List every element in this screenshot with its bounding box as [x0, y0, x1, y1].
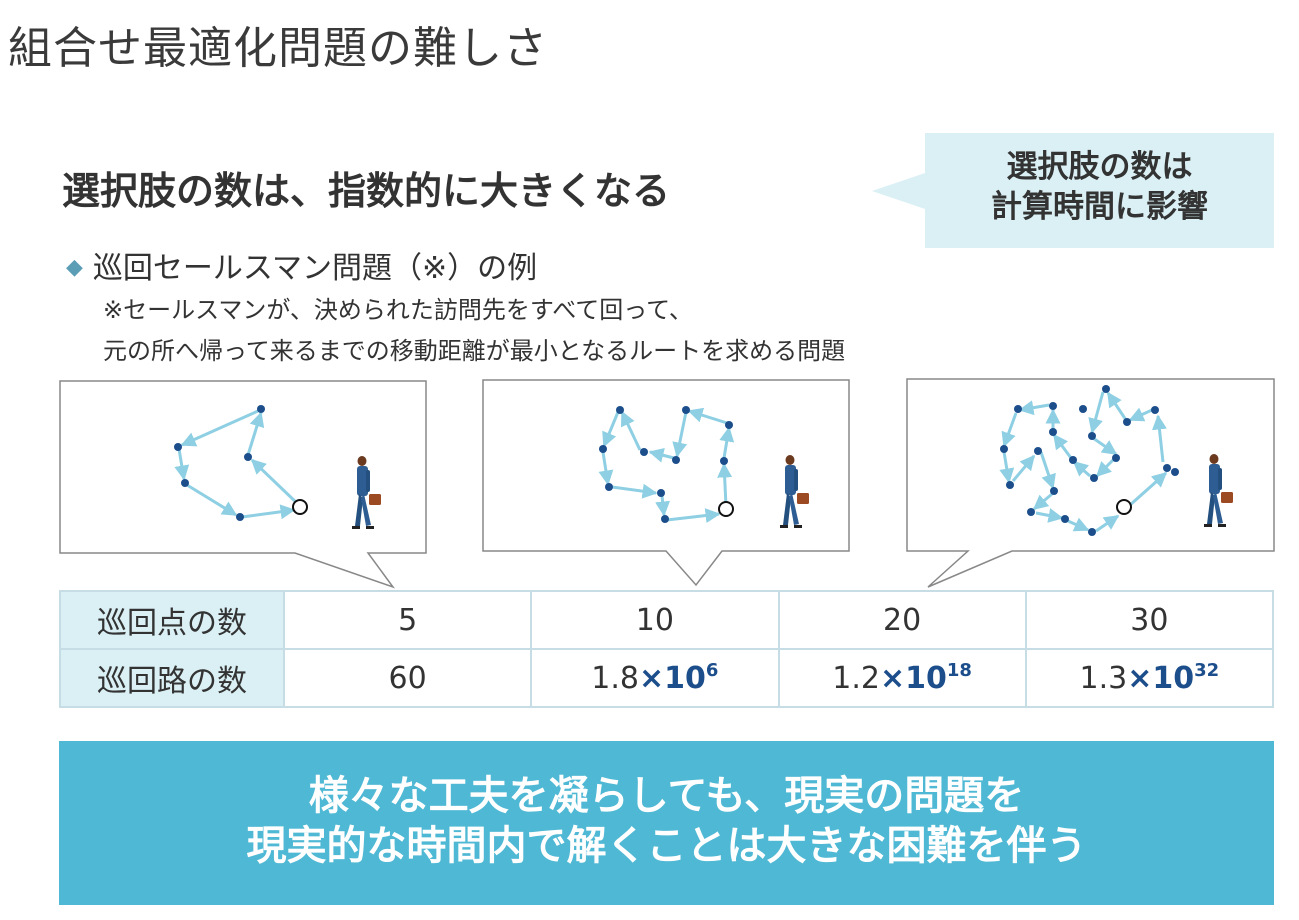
- start-node-icon: [292, 499, 308, 515]
- routes-cell: 60: [282, 648, 533, 708]
- headline: 選択肢の数は、指数的に大きくなる: [62, 169, 671, 213]
- points-cell: 5: [282, 590, 533, 650]
- callout-box: 選択肢の数は 計算時間に影響: [925, 133, 1274, 248]
- conclusion-banner: 様々な工夫を凝らしても、現実の問題を 現実的な時間内で解くことは大きな困難を伴う: [59, 741, 1274, 905]
- route-arrow-icon: [174, 409, 302, 520]
- panel-10-points: [482, 379, 850, 587]
- tsp-illustrations: [59, 378, 1275, 589]
- bullet-text: 巡回セールスマン問題（※）の例: [92, 251, 538, 286]
- diamond-bullet-icon: ◆: [66, 255, 83, 280]
- points-cell: 20: [777, 590, 1027, 650]
- note-line2: 元の所へ帰って来るまでの移動距離が最小となるルートを求める問題: [103, 337, 846, 365]
- bullet-item: ◆ 巡回セールスマン問題（※）の例: [66, 243, 537, 287]
- table-row-routes: 巡回路の数 60 1.8×106 1.2×1018 1.3×1032: [59, 648, 1275, 708]
- page-title: 組合せ最適化問題の難しさ: [8, 23, 548, 74]
- callout-line1: 選択肢の数は: [1006, 149, 1193, 185]
- banner-line1: 様々な工夫を凝らしても、現実の問題を: [308, 773, 1025, 819]
- routes-cell: 1.3×1032: [1024, 648, 1275, 708]
- points-cell: 30: [1024, 590, 1275, 650]
- routes-cell: 1.8×106: [530, 648, 780, 708]
- points-cell: 10: [530, 590, 780, 650]
- table-row-points: 巡回点の数 5 10 20 30: [59, 590, 1275, 650]
- callout-pointer: [872, 172, 928, 210]
- tsp-table: 巡回点の数 5 10 20 30 巡回路の数 60 1.8×106 1.2×10…: [59, 590, 1275, 708]
- note-line1: ※セールスマンが、決められた訪問先をすべて回って、: [103, 296, 693, 324]
- row-header-points: 巡回点の数: [59, 590, 285, 650]
- routes-cell: 1.2×1018: [777, 648, 1027, 708]
- banner-line2: 現実的な時間内で解くことは大きな困難を伴う: [246, 823, 1087, 869]
- row-header-routes: 巡回路の数: [59, 648, 285, 708]
- panel-5-points: [59, 380, 427, 589]
- panel-20-points: [906, 378, 1275, 588]
- callout-line2: 計算時間に影響: [991, 189, 1208, 225]
